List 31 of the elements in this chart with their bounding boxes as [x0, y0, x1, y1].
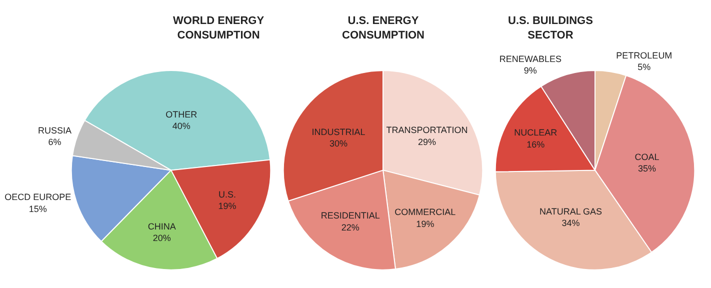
slice-label: RENEWABLES [499, 54, 562, 64]
slice-label: NATURAL GAS [539, 206, 602, 216]
slice-label: CHINA [148, 221, 176, 232]
slice-label: RESIDENTIAL [320, 210, 380, 221]
chart-title: U.S. BUILDINGS SECTOR [508, 15, 593, 42]
chart-title: WORLD ENERGY CONSUMPTION [173, 15, 265, 42]
slice-label: U.S. [218, 189, 236, 200]
slice-label: RUSSIA [38, 125, 72, 136]
data-label: 30% [329, 138, 348, 149]
data-label: 40% [172, 121, 190, 132]
data-label: 35% [638, 164, 656, 174]
data-label: 5% [638, 62, 651, 72]
data-label: 19% [416, 218, 434, 229]
data-label: 16% [526, 139, 545, 150]
data-label: 15% [28, 204, 47, 214]
slice-label: NUCLEAR [514, 128, 558, 138]
data-label: 22% [341, 222, 360, 232]
data-label: 34% [562, 218, 580, 228]
slice-label: COMMERCIAL [394, 207, 456, 218]
chart-title: U.S. ENERGY CONSUMPTION [342, 15, 425, 42]
data-label: 6% [48, 137, 62, 148]
slice-label: INDUSTRIAL [312, 126, 366, 137]
slice-label: OECD EUROPE [4, 192, 72, 202]
data-label: 20% [152, 233, 171, 244]
slice-label: COAL [634, 152, 660, 162]
slice-label: OTHER [166, 109, 198, 120]
data-label: 29% [418, 136, 436, 147]
data-label: 9% [524, 65, 537, 76]
data-label: 19% [218, 201, 236, 212]
slice-label: PETROLEUM [616, 50, 672, 60]
slice-label: TRANSPORTATION [386, 125, 468, 136]
